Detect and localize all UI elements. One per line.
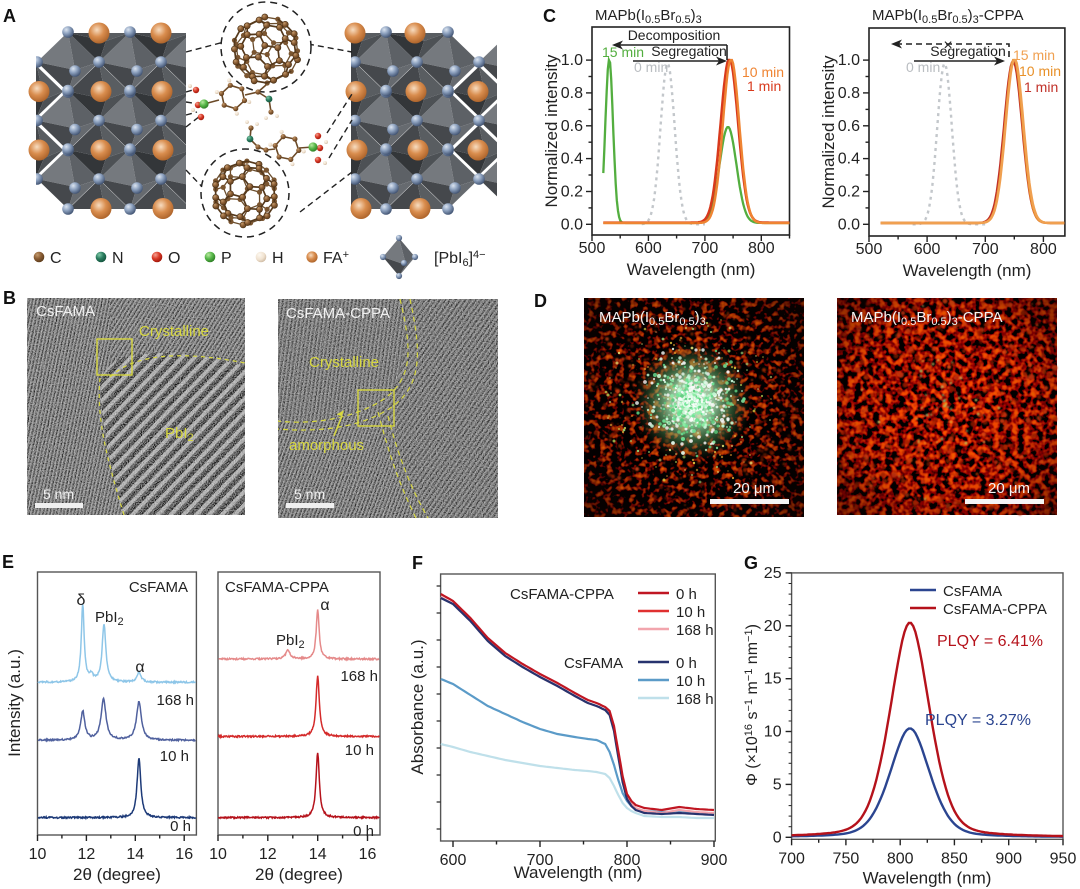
svg-text:20: 20: [764, 618, 782, 635]
svg-text:FA+: FA+: [323, 249, 349, 267]
svg-text:PbI2: PbI2: [165, 425, 194, 444]
svg-text:O: O: [168, 250, 180, 267]
svg-text:P: P: [221, 250, 232, 267]
svg-text:5 nm: 5 nm: [294, 486, 325, 502]
svg-text:950: 950: [1050, 850, 1077, 867]
svg-text:MAPb(I0.5Br0.5)3: MAPb(I0.5Br0.5)3: [599, 309, 706, 328]
svg-text:0: 0: [773, 829, 782, 846]
svg-text:CsFAMA-CPPA: CsFAMA-CPPA: [286, 305, 390, 322]
svg-text:10: 10: [764, 724, 782, 741]
svg-text:Wavelength (nm): Wavelength (nm): [863, 868, 992, 887]
svg-text:H: H: [272, 250, 284, 267]
svg-text:900: 900: [995, 850, 1022, 867]
svg-text:15: 15: [764, 671, 782, 688]
svg-text:20 μm: 20 μm: [733, 480, 775, 497]
svg-text:N: N: [112, 250, 124, 267]
svg-text:Φ (×1016 s−1 m−1 nm−1): Φ (×1016 s−1 m−1 nm−1): [743, 624, 761, 786]
svg-text:850: 850: [941, 850, 968, 867]
svg-text:[PbI6]4−: [PbI6]4−: [434, 249, 486, 269]
svg-text:5: 5: [773, 776, 782, 793]
svg-text:C: C: [50, 250, 62, 267]
svg-text:Crystalline: Crystalline: [309, 354, 379, 371]
svg-text:amorphous: amorphous: [289, 437, 364, 454]
svg-text:800: 800: [887, 850, 914, 867]
svg-text:25: 25: [764, 565, 782, 582]
svg-text:Crystalline: Crystalline: [139, 323, 209, 340]
svg-text:700: 700: [778, 850, 805, 867]
svg-text:CsFAMA: CsFAMA: [943, 583, 1002, 600]
svg-text:5 nm: 5 nm: [43, 486, 74, 502]
svg-text:PLQY = 3.27%: PLQY = 3.27%: [925, 712, 1031, 729]
svg-text:PLQY = 6.41%: PLQY = 6.41%: [937, 633, 1043, 650]
svg-text:750: 750: [833, 850, 860, 867]
svg-text:CsFAMA: CsFAMA: [36, 303, 95, 320]
svg-text:CsFAMA-CPPA: CsFAMA-CPPA: [943, 601, 1047, 618]
